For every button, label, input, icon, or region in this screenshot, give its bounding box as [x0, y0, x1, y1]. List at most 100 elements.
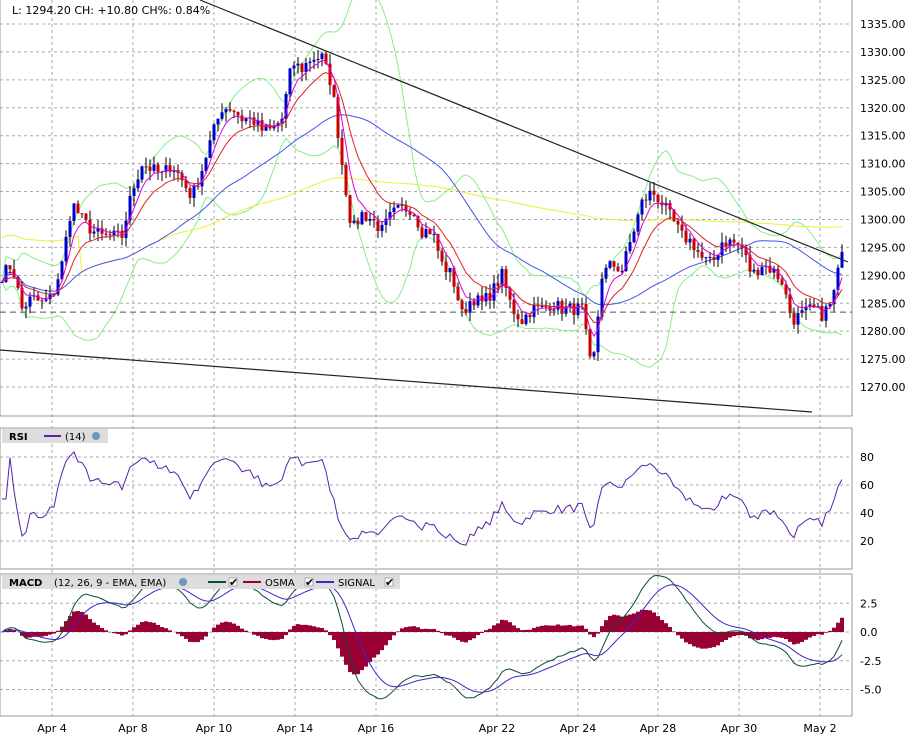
candle [252, 117, 256, 125]
grid [0, 0, 852, 716]
candle [140, 166, 144, 180]
osma-bar [360, 632, 364, 671]
osma-bar [520, 630, 524, 632]
osma-bar [716, 632, 720, 646]
candle [744, 247, 748, 256]
candle [556, 300, 560, 310]
candle [128, 195, 132, 221]
osma-bar [740, 632, 744, 636]
candle [440, 250, 444, 262]
osma-bar [636, 611, 640, 632]
osma-bar [52, 632, 56, 634]
osma-bar [680, 632, 684, 639]
osma-checkbox[interactable] [304, 577, 314, 587]
osma-bar [560, 625, 564, 632]
candle [824, 306, 828, 321]
settings-icon[interactable] [92, 432, 100, 440]
osma-bar [156, 624, 160, 632]
y-tick-label: 1310.00 [860, 158, 906, 171]
candle [256, 120, 260, 125]
osma-bar [664, 623, 668, 632]
y-tick-label: 1320.00 [860, 102, 906, 115]
candle [344, 164, 348, 196]
osma-bar [84, 614, 88, 632]
osma-bar [648, 610, 652, 632]
osma-bar [536, 626, 540, 632]
candle [724, 242, 728, 247]
osma-bar [704, 632, 708, 649]
candle [588, 329, 592, 357]
candle [220, 112, 224, 119]
osma-bar [300, 624, 304, 632]
osma-bar [148, 622, 152, 632]
osma-bar [448, 632, 452, 636]
osma-bar [384, 632, 388, 646]
candle [20, 287, 24, 309]
ema-fast-line [1, 59, 843, 338]
sma-mid-line [1, 114, 843, 306]
candle [108, 234, 112, 236]
osma-bar [720, 632, 724, 643]
candle [64, 236, 68, 262]
candle [528, 314, 532, 318]
osma-bar [316, 627, 320, 632]
settings-icon[interactable] [179, 578, 187, 586]
candle [192, 186, 196, 198]
candle [512, 299, 516, 315]
osma-bar [236, 625, 240, 632]
osma-bar [228, 622, 232, 632]
candle [500, 269, 504, 287]
y-tick-label: 1300.00 [860, 213, 906, 226]
candle [540, 305, 544, 307]
candle [804, 306, 808, 311]
osma-bar [708, 632, 712, 648]
osma-bar [216, 624, 220, 632]
y-tick-label: 1305.00 [860, 186, 906, 199]
osma-bar [596, 632, 600, 634]
macd-checkbox[interactable] [228, 577, 238, 587]
osma-bar [432, 628, 436, 632]
signal-checkbox[interactable] [384, 577, 394, 587]
rsi-tick-label: 40 [860, 507, 874, 520]
candle [628, 242, 632, 252]
macd-tick-label: 2.5 [860, 597, 878, 610]
osma-bar [376, 632, 380, 655]
osma-bar [60, 626, 64, 632]
x-tick-label: Apr 10 [196, 722, 233, 735]
osma-bar [592, 632, 596, 638]
candle [812, 304, 816, 308]
candle [340, 138, 344, 165]
candle [436, 234, 440, 251]
osma-bar [96, 625, 100, 632]
osma-bar [784, 632, 788, 640]
osma-bar [728, 632, 732, 638]
candle [224, 109, 228, 113]
candle [616, 266, 620, 272]
candle [296, 63, 300, 66]
y-tick-label: 1330.00 [860, 46, 906, 59]
candle [4, 265, 8, 283]
candle [612, 261, 616, 267]
osma-bar [832, 627, 836, 632]
osma-bar [328, 632, 332, 636]
candle [408, 211, 412, 215]
osma-bar [588, 632, 592, 635]
candle [432, 234, 436, 236]
osma-bar [100, 627, 104, 632]
candle [52, 294, 56, 296]
osma-bar [112, 632, 116, 634]
candle [564, 306, 568, 314]
candle [620, 271, 624, 273]
candle [680, 224, 684, 231]
osma-bar [696, 632, 700, 648]
candle [832, 290, 836, 305]
osma-bar [496, 623, 500, 632]
lower-trendline [0, 349, 813, 413]
osma-bar [192, 632, 196, 643]
osma-bar [440, 632, 444, 634]
osma-bar [768, 632, 772, 638]
candle [200, 171, 204, 187]
panel-border [0, 573, 853, 717]
candle [552, 309, 556, 311]
candle [12, 269, 16, 277]
